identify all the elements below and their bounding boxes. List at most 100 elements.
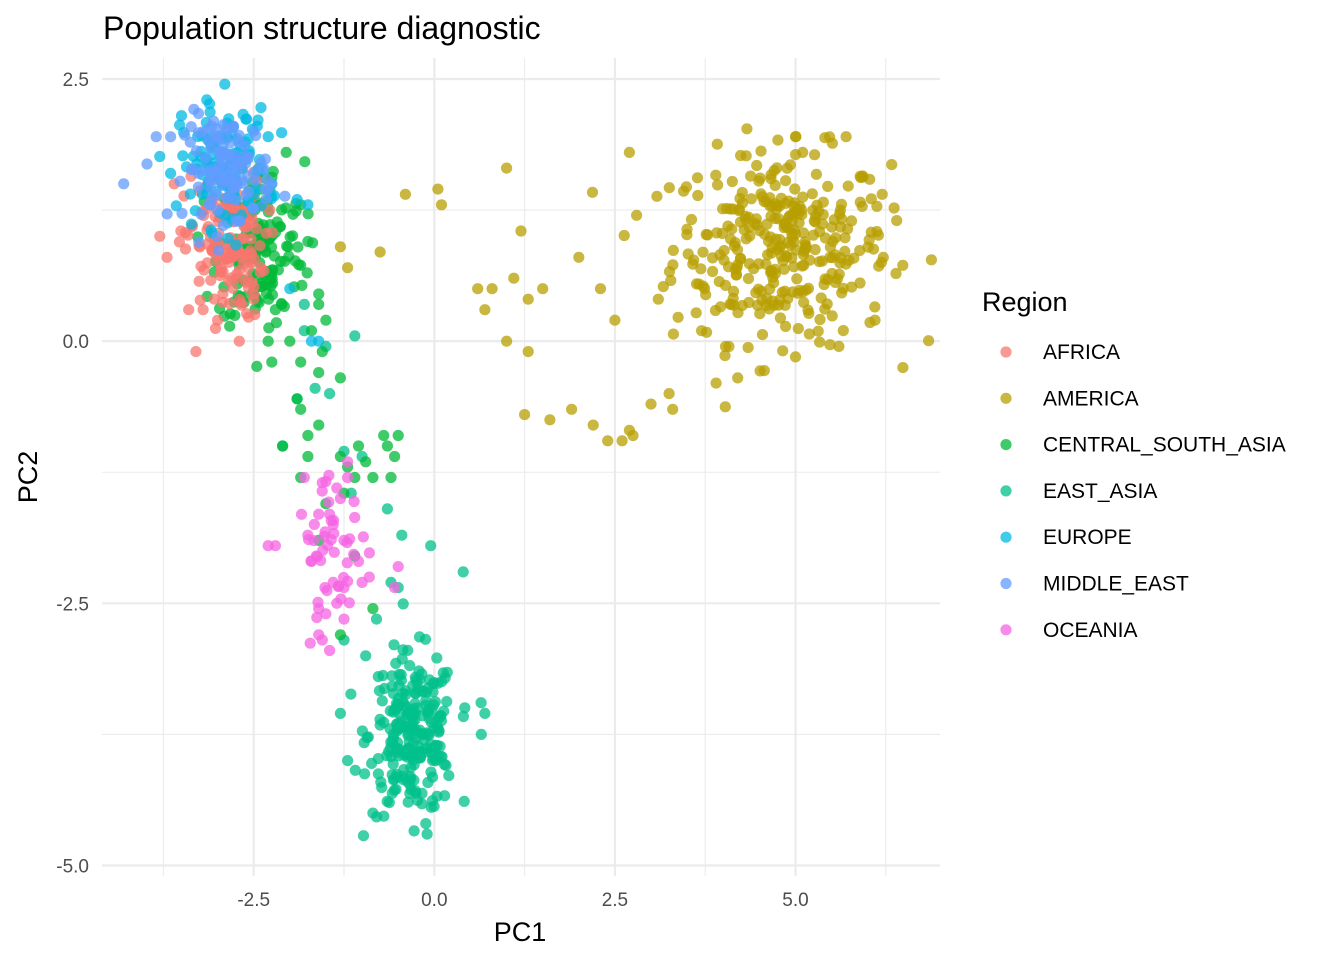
data-point (212, 133, 224, 145)
data-point (692, 189, 704, 202)
data-point (842, 223, 854, 235)
data-point (854, 277, 866, 289)
y-tick-label: 0.0 (63, 332, 89, 353)
data-point (697, 246, 709, 258)
data-point (833, 340, 845, 352)
data-point (348, 548, 360, 560)
data-point (754, 365, 766, 377)
data-point (864, 316, 876, 329)
legend-item: EAST_ASIA (1000, 480, 1157, 503)
data-point (722, 220, 734, 232)
data-point (701, 229, 714, 241)
data-point (316, 346, 328, 358)
data-point (284, 335, 296, 347)
data-point (264, 204, 276, 216)
data-point (401, 708, 413, 721)
data-point (830, 232, 842, 244)
legend-label: OCEANIA (1043, 619, 1138, 642)
data-point (313, 288, 325, 300)
data-point (268, 250, 280, 262)
series-east_asia (277, 298, 491, 842)
data-point (284, 231, 296, 243)
data-point (391, 746, 403, 758)
data-point (391, 736, 403, 749)
data-point (345, 688, 357, 700)
data-point (284, 283, 296, 295)
points-layer (118, 78, 938, 842)
data-point (391, 725, 403, 737)
data-point (802, 304, 814, 316)
data-point (258, 265, 270, 277)
data-point (819, 232, 832, 244)
data-point (348, 495, 360, 508)
data-point (700, 289, 712, 301)
data-point (249, 308, 261, 321)
data-point (183, 304, 195, 316)
data-point (416, 798, 428, 810)
data-point (342, 471, 354, 484)
data-point (813, 256, 826, 268)
data-point (728, 285, 740, 297)
data-point (313, 335, 325, 347)
data-point (435, 715, 447, 727)
data-point (515, 225, 527, 237)
data-point (388, 639, 400, 651)
legend-swatch (1000, 624, 1012, 636)
data-point (298, 471, 310, 484)
y-tick-label: -2.5 (56, 594, 89, 615)
data-point (501, 335, 513, 347)
data-point (840, 131, 852, 143)
data-point (627, 429, 639, 442)
data-point (522, 346, 534, 358)
data-point (223, 297, 236, 310)
data-point (733, 205, 745, 217)
data-point (255, 102, 267, 114)
data-point (254, 240, 266, 252)
legend-item: OCEANIA (1000, 619, 1138, 642)
y-tick-label: -5.0 (56, 857, 89, 878)
data-point (251, 360, 263, 372)
data-point (776, 286, 788, 298)
data-point (690, 307, 702, 319)
data-point (224, 137, 236, 149)
data-point (245, 233, 257, 245)
data-point (688, 254, 700, 266)
data-point (279, 255, 291, 267)
data-point (784, 159, 797, 171)
data-point (434, 740, 446, 752)
data-point (420, 818, 432, 830)
data-point (750, 287, 762, 299)
data-point (392, 561, 404, 573)
data-point (274, 221, 286, 233)
data-point (356, 725, 368, 737)
data-point (176, 207, 188, 219)
data-point (342, 755, 354, 767)
data-point (404, 770, 416, 783)
data-point (302, 429, 314, 442)
data-point (190, 145, 202, 157)
data-point (367, 471, 379, 484)
data-point (891, 215, 903, 227)
data-point (334, 629, 346, 641)
data-point (267, 165, 279, 178)
data-point (378, 810, 390, 822)
data-point (202, 123, 214, 135)
data-point (419, 633, 432, 645)
data-point (711, 138, 723, 150)
data-point (826, 310, 838, 322)
data-point (378, 429, 390, 442)
data-point (230, 239, 242, 251)
data-point (780, 320, 792, 332)
data-point (923, 335, 935, 347)
data-point (425, 747, 437, 759)
data-point (802, 282, 815, 294)
data-point (685, 213, 698, 226)
data-point (194, 294, 206, 306)
data-point (313, 367, 325, 379)
data-point (431, 790, 443, 802)
x-tick-label: -2.5 (237, 890, 270, 911)
data-point (587, 419, 599, 431)
data-point (259, 153, 271, 165)
tick-labels: -2.5 0.0 2.5 5.0 -5.0 -2.5 0.0 2.5 (56, 70, 808, 911)
